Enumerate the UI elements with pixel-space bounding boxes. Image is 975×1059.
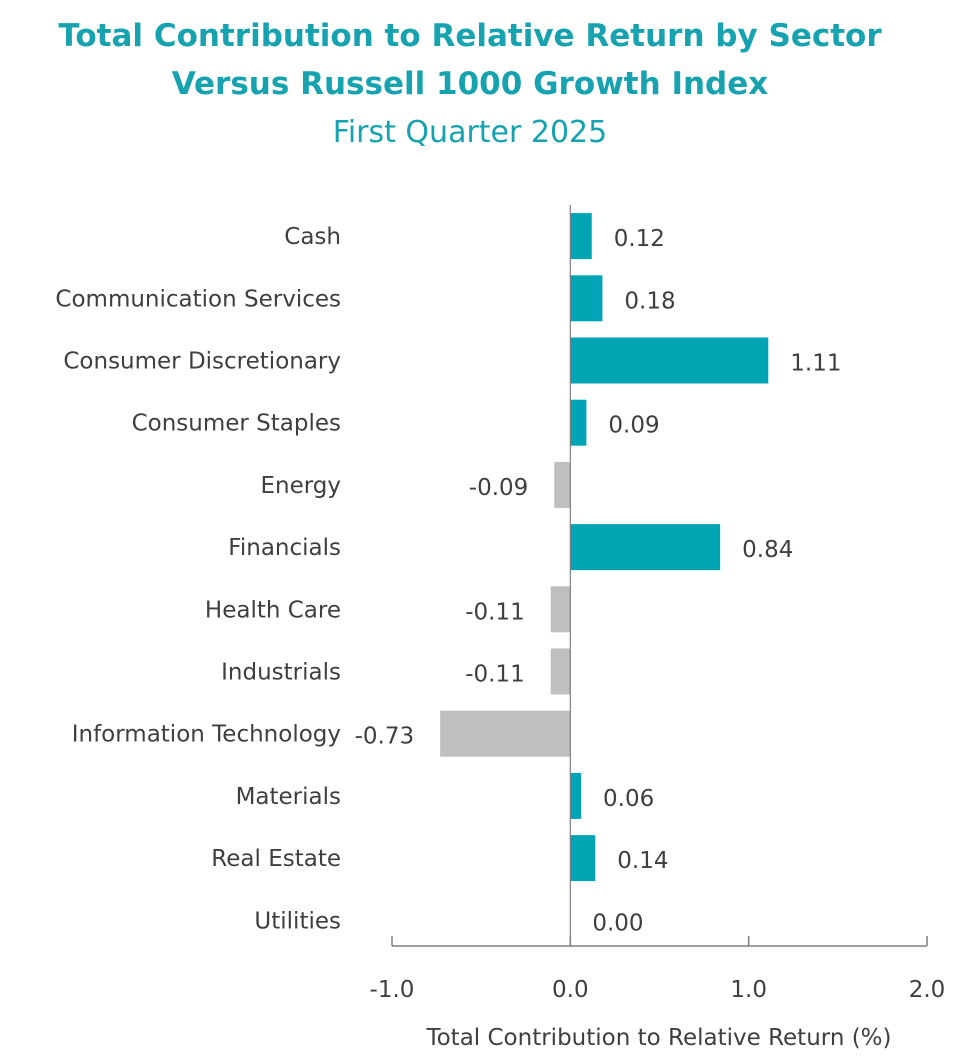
category-label: Financials	[228, 535, 341, 561]
chart-titles: Total Contribution to Relative Return by…	[0, 12, 940, 158]
x-tick-label: 1.0	[730, 977, 767, 1003]
value-label: 0.18	[624, 288, 675, 314]
bar	[440, 710, 571, 757]
value-label: 1.11	[790, 351, 841, 377]
bar	[570, 337, 769, 384]
value-label: -0.11	[465, 599, 525, 625]
chart-title: Total Contribution to Relative Return by…	[58, 18, 882, 54]
category-label: Utilities	[254, 908, 341, 934]
bar	[570, 213, 592, 260]
x-tick-label: -1.0	[370, 977, 415, 1003]
bar	[570, 835, 596, 882]
x-tick-label: 0.0	[552, 977, 589, 1003]
bar	[550, 648, 571, 695]
x-tick-label: 2.0	[909, 977, 946, 1003]
value-label: 0.00	[592, 910, 643, 936]
value-label: 0.14	[617, 848, 668, 874]
chart-subtitle: First Quarter 2025	[332, 115, 608, 150]
value-label: 0.06	[603, 786, 654, 812]
category-label: Materials	[236, 784, 341, 810]
value-label: 0.84	[742, 537, 793, 563]
value-label: 0.09	[608, 413, 659, 439]
bars-group: Cash 0.12 Communication Services 0.18 Consum…	[55, 213, 842, 936]
category-label: Cash	[284, 224, 341, 250]
category-label: Information Technology	[72, 722, 341, 748]
category-label: Consumer Discretionary	[63, 349, 341, 375]
bar	[570, 275, 603, 322]
x-axis-label: Total Contribution to Relative Return (%…	[425, 1025, 891, 1051]
category-label: Real Estate	[211, 846, 341, 872]
bar	[550, 586, 571, 633]
chart-title-line2: Versus Russell 1000 Growth Index	[171, 66, 769, 102]
category-label: Health Care	[205, 597, 341, 623]
category-label: Communication Services	[55, 286, 341, 312]
bar	[570, 399, 587, 446]
value-label: -0.11	[465, 662, 525, 688]
value-label: -0.73	[355, 724, 415, 750]
x-axis: -1.0 0.0 1.0 2.0	[370, 205, 946, 1003]
value-label: -0.09	[469, 475, 529, 501]
bar	[554, 461, 571, 508]
category-label: Consumer Staples	[132, 411, 341, 437]
bar	[570, 772, 582, 819]
value-label: 0.12	[614, 226, 665, 252]
bar	[570, 524, 721, 571]
category-label: Energy	[260, 473, 341, 499]
category-label: Industrials	[221, 660, 341, 686]
